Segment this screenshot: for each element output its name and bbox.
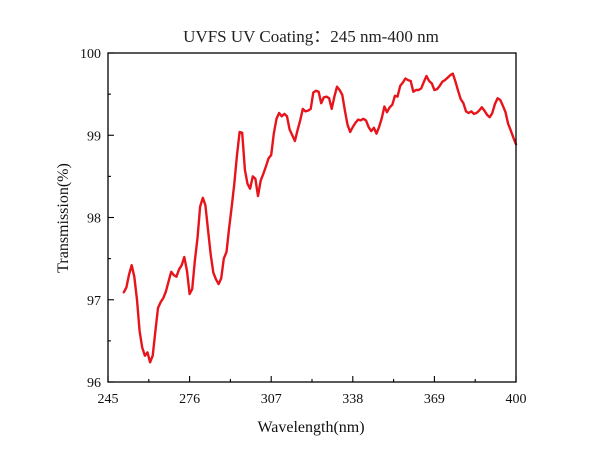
x-tick-label: 369 bbox=[424, 392, 445, 407]
y-tick-label: 97 bbox=[87, 294, 101, 309]
x-tick-label: 400 bbox=[506, 392, 527, 407]
y-axis-ticks: 96 97 98 99 100 bbox=[80, 47, 114, 391]
x-tick-label: 276 bbox=[179, 392, 200, 407]
x-tick-label: 338 bbox=[342, 392, 363, 407]
y-tick-label: 99 bbox=[87, 129, 101, 144]
x-axis-label: Wavelength(nm) bbox=[257, 419, 364, 436]
y-tick-label: 98 bbox=[87, 212, 101, 227]
x-tick-label: 307 bbox=[261, 392, 282, 407]
x-axis-ticks: 245 276 307 338 369 400 bbox=[98, 376, 527, 407]
x-tick-label: 245 bbox=[98, 392, 119, 407]
transmission-series-line bbox=[122, 72, 518, 364]
chart-title: UVFS UV Coating：245 nm-400 nm bbox=[183, 27, 439, 46]
y-tick-label: 100 bbox=[80, 47, 101, 62]
y-axis-label: Transmission(%) bbox=[55, 163, 72, 273]
plot-frame bbox=[107, 52, 517, 383]
y-tick-label: 96 bbox=[87, 376, 101, 391]
